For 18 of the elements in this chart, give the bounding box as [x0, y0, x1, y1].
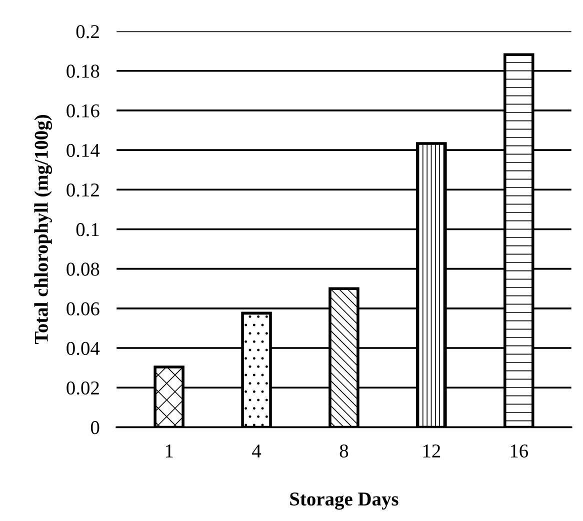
- y-tick-label: 0.04: [66, 342, 100, 356]
- y-axis-title: Total chlorophyll (mg/100g): [34, 115, 52, 344]
- y-tick-label: 0: [90, 421, 100, 434]
- y-tick-label: 0.08: [66, 262, 100, 276]
- y-tick-label: 0.1: [76, 223, 99, 236]
- x-tick-label: 1: [166, 444, 173, 458]
- y-tick-label: 0.16: [66, 104, 100, 118]
- x-axis-title: Storage Days: [290, 492, 398, 510]
- x-tick-label: 8: [340, 444, 348, 458]
- x-tick-label: 4: [252, 444, 262, 458]
- y-tick-label: 0.2: [76, 25, 99, 38]
- y-tick-label: 0.14: [66, 144, 100, 158]
- y-tick-label: 0.02: [66, 381, 99, 395]
- y-tick-label: 0.06: [66, 302, 100, 316]
- y-tick-label: 0.18: [66, 64, 100, 78]
- y-tick-label: 0.12: [66, 183, 99, 197]
- x-tick-label: 12: [423, 444, 440, 458]
- x-tick-label: 16: [510, 444, 528, 458]
